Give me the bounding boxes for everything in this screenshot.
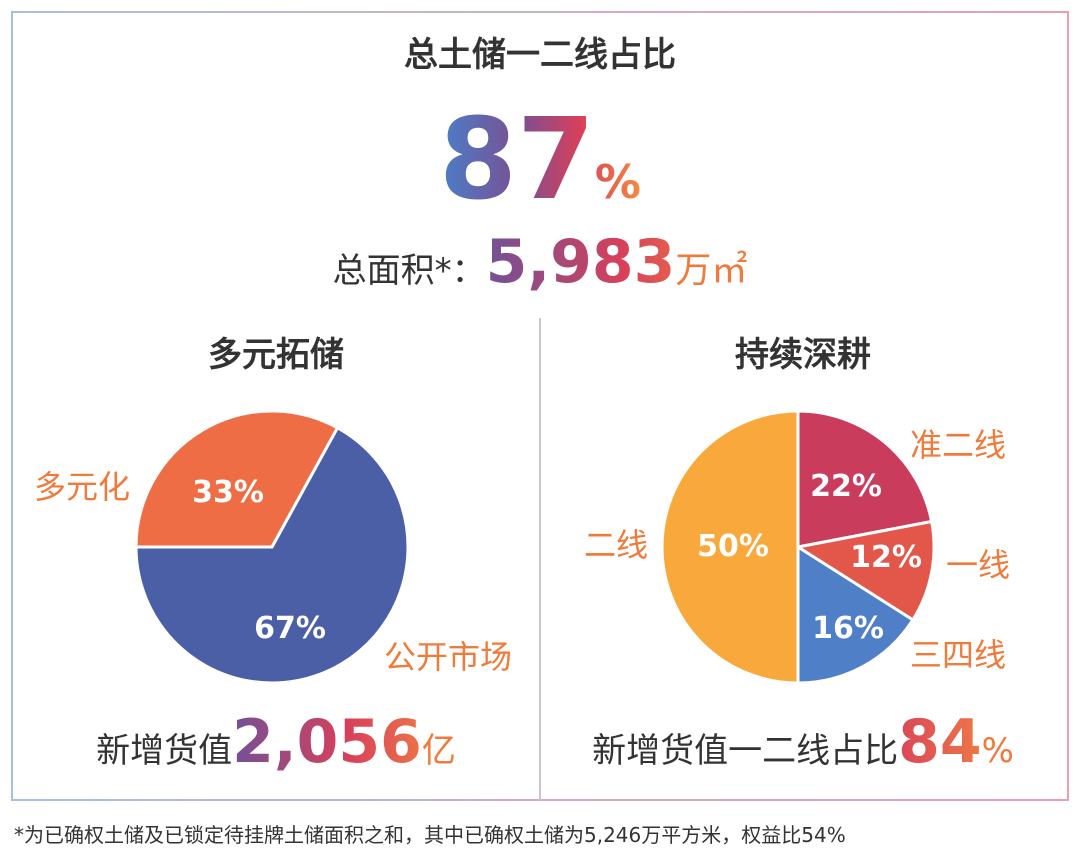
chart-title: 多元拓储 <box>208 335 344 375</box>
pie-slice <box>134 425 410 685</box>
value-label: 12% <box>850 540 922 575</box>
slice-label: 一线 <box>946 546 1010 584</box>
pie-slice <box>796 544 915 685</box>
footer-value: 2,056 <box>232 707 422 777</box>
footer: 新增货值2,056亿 <box>96 707 456 777</box>
chart-title: 持续深耕 <box>735 335 871 375</box>
area-label: 总面积*： <box>333 251 486 291</box>
pie-slice <box>793 519 936 622</box>
pie-slice <box>796 409 934 549</box>
value-label: 67% <box>254 611 326 646</box>
footer-label: 新增货值 <box>96 731 232 771</box>
value-label: 16% <box>812 611 884 646</box>
headline-unit: % <box>595 155 641 209</box>
footnote: *为已确权土储及已锁定待挂牌土储面积之和，其中已确权土储为5,246万平方米，权… <box>14 823 846 847</box>
headline-value: 87 <box>439 95 595 225</box>
headline: 87% <box>439 95 641 225</box>
pie-slice <box>134 409 340 549</box>
value-label: 22% <box>810 469 882 504</box>
value-label: 33% <box>192 475 264 510</box>
area-unit: 万㎡ <box>675 249 747 291</box>
slice-label: 二线 <box>584 526 648 564</box>
value-label: 50% <box>697 529 769 564</box>
slice-label: 准二线 <box>910 426 1006 464</box>
slice-label: 公开市场 <box>384 638 512 676</box>
footer-label: 新增货值一二线占比 <box>592 731 898 771</box>
footer-unit: % <box>982 731 1014 771</box>
footer: 新增货值一二线占比84% <box>592 707 1014 777</box>
area-value: 5,983 <box>486 227 676 297</box>
slice-label: 多元化 <box>34 468 130 506</box>
footer-value: 84 <box>898 707 982 777</box>
slice-label: 三四线 <box>910 636 1006 674</box>
footer-unit: 亿 <box>422 731 456 771</box>
pie-slice <box>660 409 800 685</box>
title: 总土储一二线占比 <box>404 35 676 75</box>
area: 总面积*：5,983万㎡ <box>333 227 748 297</box>
